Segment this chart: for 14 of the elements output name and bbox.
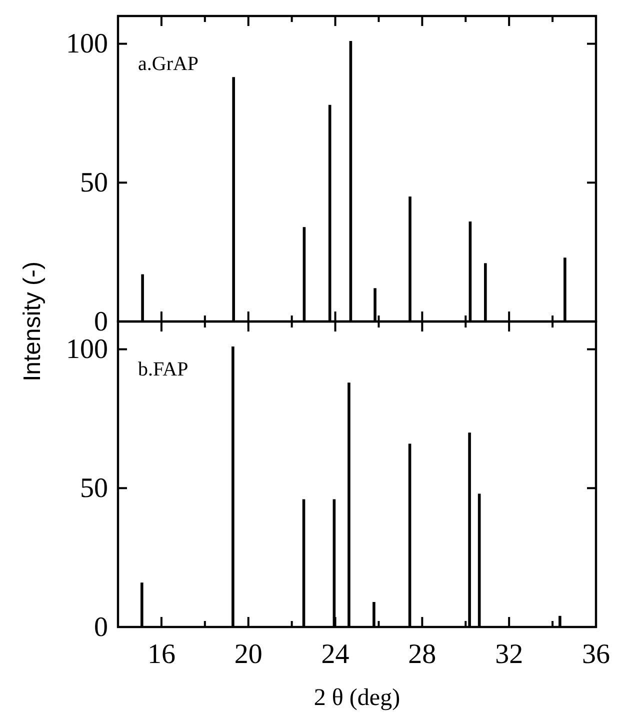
x-tick-label: 24 xyxy=(321,638,350,670)
x-tick-label: 16 xyxy=(147,638,176,670)
y-axis-title: Intensity (-) xyxy=(19,261,46,382)
y-tick-label: 0 xyxy=(94,612,108,643)
x-tick-label: 32 xyxy=(495,638,524,670)
y-tick-label: 100 xyxy=(66,28,108,60)
x-tick-label: 36 xyxy=(582,638,610,670)
y-tick-label: 50 xyxy=(80,473,108,504)
y-tick-label: 50 xyxy=(80,168,108,199)
x-tick-label: 28 xyxy=(408,638,436,670)
text: a.GrAP xyxy=(138,53,199,75)
x-tick-label: 20 xyxy=(234,638,262,670)
text: b.FAP xyxy=(138,358,188,380)
x-axis-title: 2 θ (deg) xyxy=(314,685,400,711)
